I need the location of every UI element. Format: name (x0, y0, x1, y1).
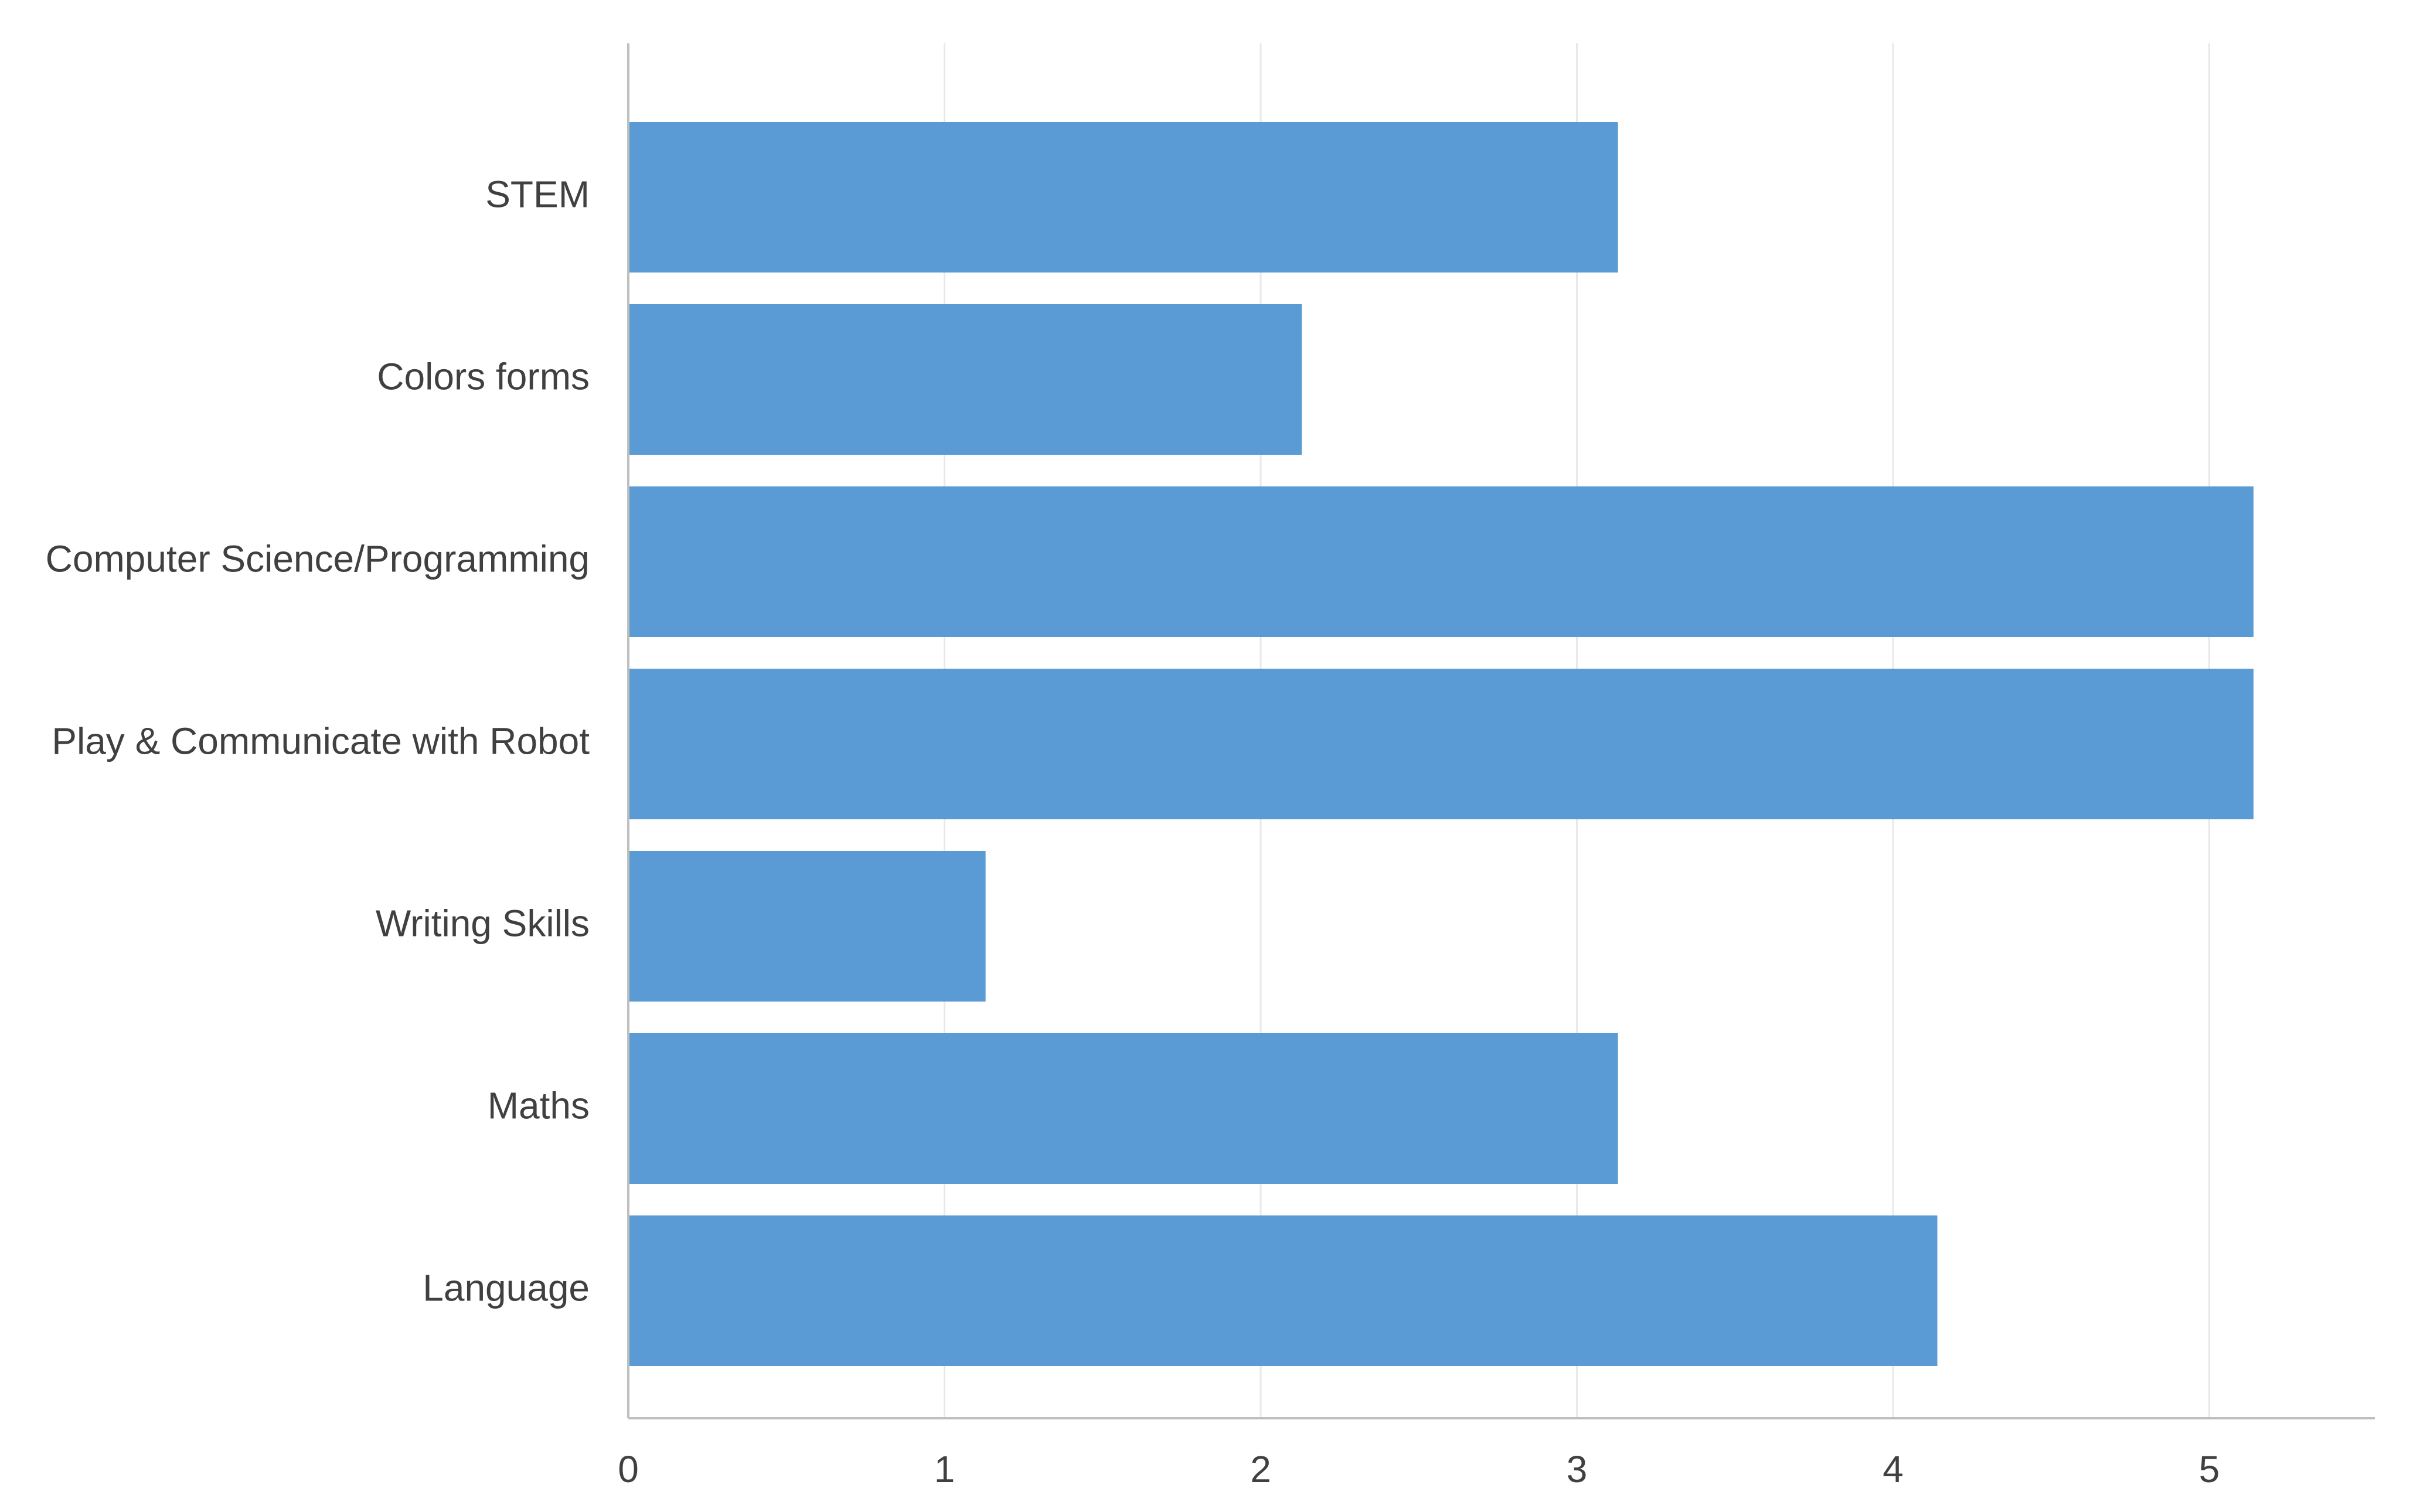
bar-4 (628, 851, 986, 1002)
bars (628, 122, 2254, 1366)
category-label-0: STEM (485, 173, 590, 215)
category-label-1: Colors forms (377, 355, 590, 397)
category-labels: STEM Colors forms Computer Science/Program… (46, 173, 590, 1309)
category-label-5: Maths (488, 1084, 590, 1126)
x-tick-label-3: 3 (1567, 1448, 1588, 1490)
bar-1 (628, 304, 1302, 455)
bar-5 (628, 1033, 1618, 1184)
x-tick-label-0: 0 (618, 1448, 639, 1490)
x-tick-label-1: 1 (934, 1448, 955, 1490)
x-tick-label-2: 2 (1250, 1448, 1271, 1490)
bar-6 (628, 1215, 1938, 1366)
bar-2 (628, 486, 2254, 637)
category-label-2: Computer Science/Programming (46, 537, 590, 580)
axes (627, 43, 2375, 1419)
category-label-3: Play & Communicate with Robot (52, 720, 590, 762)
x-tick-label-4: 4 (1883, 1448, 1904, 1490)
category-label-4: Writing Skills (376, 902, 590, 944)
x-tick-label-5: 5 (2199, 1448, 2220, 1490)
x-tick-labels: 0 1 2 3 4 5 (618, 1448, 2220, 1490)
bar-3 (628, 669, 2254, 819)
category-label-6: Language (423, 1266, 590, 1309)
bar-0 (628, 122, 1618, 273)
